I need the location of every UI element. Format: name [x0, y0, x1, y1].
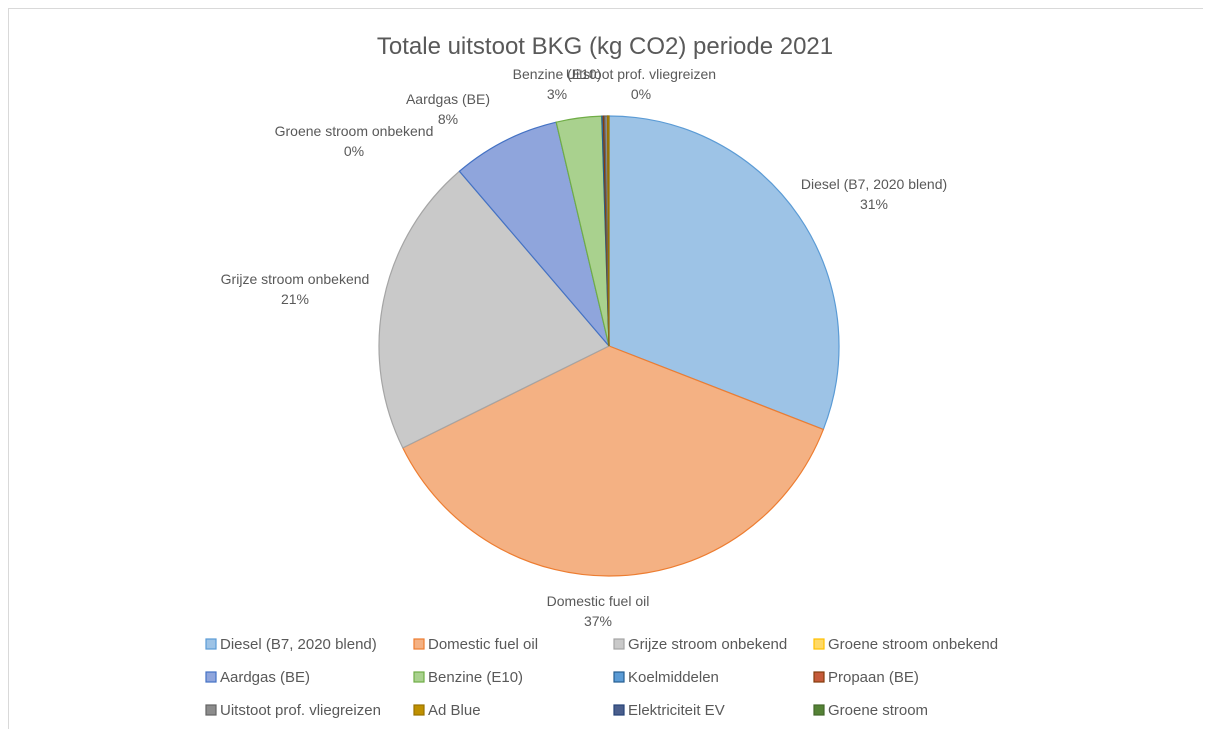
legend-item-benzine-e10: Benzine (E10) — [414, 669, 523, 686]
legend-item-diesel-b7-2020-blend: Diesel (B7, 2020 blend) — [206, 636, 377, 653]
legend-item-domestic-fuel-oil: Domestic fuel oil — [414, 636, 538, 653]
chart-legend: Diesel (B7, 2020 blend) Domestic fuel oil… — [206, 636, 998, 719]
pie-chart: Totale uitstoot BKG (kg CO2) periode 202… — [9, 9, 1204, 730]
legend-item-grijze-stroom-onbekend: Grijze stroom onbekend — [614, 636, 787, 653]
legend-item-aardgas-be: Aardgas (BE) — [206, 669, 310, 686]
data-label-grijze-stroom-onbekend: Grijze stroom onbekend 21% — [221, 271, 370, 307]
legend-label: Grijze stroom onbekend — [628, 636, 787, 653]
legend-swatch — [206, 639, 216, 649]
legend-item-uitstoot-prof-vliegreizen: Uitstoot prof. vliegreizen — [206, 702, 381, 719]
legend-swatch — [414, 672, 424, 682]
data-label-aardgas-be: Aardgas (BE) 8% — [406, 91, 490, 127]
legend-label: Groene stroom — [828, 702, 928, 719]
legend-item-ad-blue: Ad Blue — [414, 702, 481, 719]
chart-area: Totale uitstoot BKG (kg CO2) periode 202… — [8, 8, 1203, 729]
legend-swatch — [814, 639, 824, 649]
legend-label: Benzine (E10) — [428, 669, 523, 686]
legend-swatch — [206, 705, 216, 715]
legend-swatch — [814, 705, 824, 715]
legend-label: Uitstoot prof. vliegreizen — [220, 702, 381, 719]
legend-label: Propaan (BE) — [828, 669, 919, 686]
legend-swatch — [814, 672, 824, 682]
legend-label: Diesel (B7, 2020 blend) — [220, 636, 377, 653]
chart-title: Totale uitstoot BKG (kg CO2) periode 202… — [377, 33, 833, 60]
data-label-groene-stroom-onbekend: Groene stroom onbekend 0% — [275, 123, 434, 159]
legend-label: Groene stroom onbekend — [828, 636, 998, 653]
legend-swatch — [614, 705, 624, 715]
data-label-uitstoot-prof-vliegreizen: Uitstoot prof. vliegreizen 0% — [566, 66, 716, 102]
legend-item-groene-stroom-onbekend: Groene stroom onbekend — [814, 636, 998, 653]
legend-swatch — [414, 639, 424, 649]
legend-item-elektriciteit-ev: Elektriciteit EV — [614, 702, 725, 719]
legend-swatch — [614, 672, 624, 682]
legend-swatch — [614, 639, 624, 649]
legend-label: Domestic fuel oil — [428, 636, 538, 653]
legend-label: Ad Blue — [428, 702, 481, 719]
data-label-diesel-b7-2020-blend: Diesel (B7, 2020 blend) 31% — [801, 176, 947, 212]
legend-label: Koelmiddelen — [628, 669, 719, 686]
legend-label: Aardgas (BE) — [220, 669, 310, 686]
data-label-domestic-fuel-oil: Domestic fuel oil 37% — [547, 593, 650, 629]
legend-label: Elektriciteit EV — [628, 702, 725, 719]
legend-item-propaan-be: Propaan (BE) — [814, 669, 919, 686]
legend-swatch — [206, 672, 216, 682]
pie-slices — [379, 116, 839, 576]
legend-item-groene-stroom: Groene stroom — [814, 702, 928, 719]
legend-swatch — [414, 705, 424, 715]
legend-item-koelmiddelen: Koelmiddelen — [614, 669, 719, 686]
